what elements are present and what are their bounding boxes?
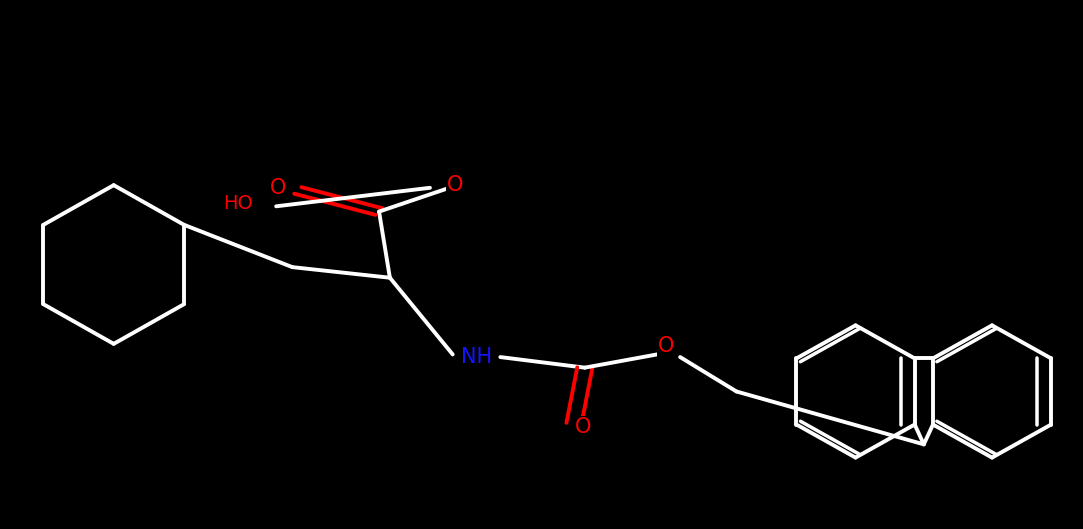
Text: O: O xyxy=(446,175,464,195)
Text: HO: HO xyxy=(223,194,253,213)
Text: O: O xyxy=(270,178,287,198)
Text: O: O xyxy=(657,336,675,357)
Text: O: O xyxy=(574,417,591,437)
Text: NH: NH xyxy=(461,347,492,367)
